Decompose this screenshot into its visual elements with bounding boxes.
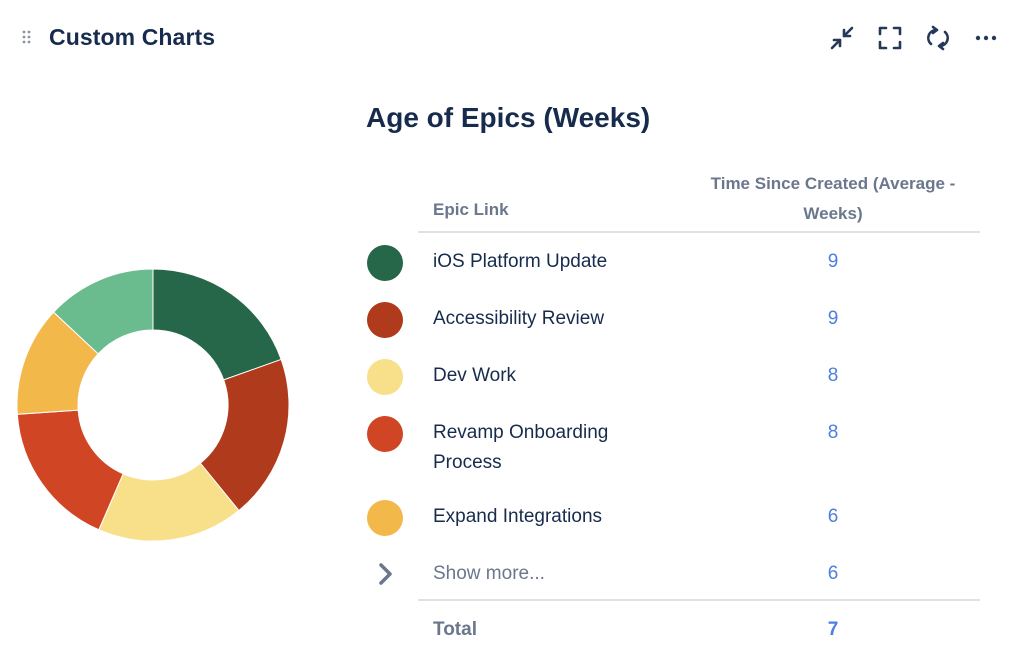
chart-title: Age of Epics (Weeks) [366, 102, 651, 133]
fullscreen-button[interactable] [874, 22, 906, 54]
legend-swatch-revamp-onboarding-process [367, 416, 403, 452]
donut-slice-accessibility-review[interactable] [199, 358, 290, 512]
epic-link[interactable]: Expand Integrations [433, 506, 603, 527]
gadget-header: Custom Charts [0, 0, 1024, 78]
epic-link[interactable]: Accessibility Review [433, 308, 605, 329]
epic-link[interactable]: iOS Platform Update [433, 251, 608, 272]
more-icon [975, 35, 997, 41]
column-header-epic-link[interactable]: Epic Link [433, 200, 509, 219]
header-divider [418, 231, 980, 233]
epic-value[interactable]: 6 [827, 506, 839, 527]
total-label: Total [433, 619, 477, 640]
epic-link[interactable]: Dev Work [433, 365, 517, 386]
legend-swatch-expand-integrations [367, 500, 403, 536]
show-more-link[interactable]: Show more... [433, 563, 545, 584]
total-value[interactable]: 7 [827, 619, 839, 640]
total-divider [418, 599, 980, 601]
minimize-button[interactable] [826, 22, 858, 54]
epic-value[interactable]: 9 [827, 251, 839, 272]
epic-value[interactable]: 6 [827, 563, 839, 584]
fullscreen-icon [878, 26, 902, 50]
column-header-time-since-created[interactable]: Time Since Created (Average - Weeks) [710, 174, 956, 223]
refresh-button[interactable] [922, 22, 954, 54]
more-actions-button[interactable] [970, 22, 1002, 54]
donut-slice-show-more[interactable] [52, 268, 154, 355]
donut-chart [16, 268, 290, 542]
gadget-title: Custom Charts [49, 24, 216, 50]
epic-value[interactable]: 9 [827, 308, 839, 329]
legend-swatch-accessibility-review [367, 302, 403, 338]
epic-value[interactable]: 8 [827, 422, 839, 443]
epic-value[interactable]: 8 [827, 365, 839, 386]
epic-link[interactable]: Revamp Onboarding Process [433, 422, 609, 473]
chevron-right-icon[interactable] [375, 561, 395, 587]
refresh-icon [927, 25, 949, 51]
legend-swatch-ios-platform-update [367, 245, 403, 281]
donut-slice-ios-platform-update[interactable] [152, 268, 282, 381]
drag-handle-icon[interactable] [22, 30, 32, 46]
minimize-icon [830, 26, 854, 50]
legend-swatch-dev-work [367, 359, 403, 395]
